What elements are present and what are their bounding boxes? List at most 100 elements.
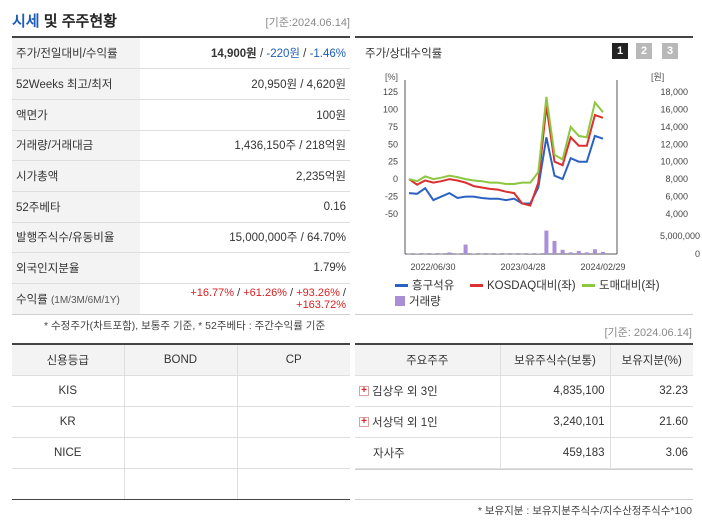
volume-bar [512,253,517,255]
holder-pct: 32.23 [609,375,693,407]
quote-row: 52주베타 0.16 [12,191,350,223]
quote-key: 외국인지분율 [12,252,140,284]
holder-name-cell[interactable]: + 김상우 외 3인 [355,375,500,407]
left-tick-label: 0 [393,174,398,184]
chart-title: 주가/상대수익률 [365,48,443,60]
volume-bar [471,253,476,254]
quote-table: 주가/전일대비/수익률 14,900원 / -220원 / -1.46% 52W… [12,38,350,315]
holder-shares: 459,183 [499,437,610,469]
quote-row: 발행주식수/유동비율 15,000,000주 / 64.70% [12,222,350,254]
expand-plus-icon[interactable]: + [359,386,369,397]
volume-bar [520,253,525,255]
left-tick-label: 50 [388,139,398,149]
quote-row: 52Weeks 최고/최저 20,950원 / 4,620원 [12,68,350,100]
volume-bar [568,252,573,254]
volume-bar [495,253,500,254]
left-divider [12,314,350,315]
volume-bar [544,230,549,254]
returns-key-sub: (1M/3M/6M/1Y) [50,294,120,306]
right-tick-label: 18,000 [660,87,688,97]
volume-bar [584,252,589,254]
volume-bar [455,253,460,255]
quote-value: 1,436,150주 / 218억원 [140,130,350,162]
credit-header: 신용등급 [12,345,124,376]
volume-bar [415,253,420,254]
table-row: NICE [12,437,350,469]
holder-shares: 4,835,100 [499,375,610,407]
right-tick-label: 6,000 [665,192,688,202]
volume-bar [423,253,428,255]
legend-label: 흥구석유 [412,280,455,292]
volume-bar [592,249,597,254]
quote-row: 시가총액 2,235억원 [12,160,350,192]
quote-value: 20,950원 / 4,620원 [140,68,350,100]
base-date-top: [기준:2024.06.14] [265,17,350,29]
volume-bar [560,249,565,254]
table-row: KR [12,406,350,438]
right-tick-label: 16,000 [660,104,688,114]
quote-note: * 수정주가(차트포함), 보통주 기준, * 52주베타 : 주간수익률 기준 [44,320,326,332]
volume-bar [431,253,436,254]
quote-row: 거래량/거래대금 1,436,150주 / 218억원 [12,130,350,162]
holder-bottom-border [355,469,693,470]
credit-rating-table: 신용등급 BOND CP KIS KR NICE [12,345,350,500]
series-line-1 [408,105,604,207]
credit-header: CP [236,345,350,376]
x-tick-label: 2022/06/30 [410,262,455,272]
volume-bar [601,251,605,254]
right-tick-label: 12,000 [660,139,688,149]
returns-key: 수익률 [16,293,48,306]
holder-name-cell[interactable]: + 서상덕 외 1인 [355,406,500,438]
quote-key: 52주베타 [12,191,140,223]
credit-header: BOND [123,345,237,376]
cp-cell [236,375,350,407]
price-value: 14,900원 [211,48,257,61]
expand-plus-icon[interactable]: + [359,417,369,428]
holder-name[interactable]: 김상우 외 3인 [372,385,438,398]
change-value: -220원 [266,48,300,61]
left-tick-label: 25 [388,157,398,167]
volume-bar [504,253,508,255]
left-tick-label: -50 [385,209,398,219]
cp-cell [236,437,350,469]
credit-bottom-border [12,499,350,500]
bond-cell [123,375,237,407]
x-tick-label: 2023/04/28 [500,262,545,272]
legend-swatch [395,283,408,287]
holder-shares: 3,240,101 [499,406,610,438]
volume-bar [528,253,533,254]
left-tick-label: 75 [388,122,398,132]
bond-cell [123,437,237,469]
bond-cell [123,406,237,438]
left-axis-unit: [%] [385,72,398,82]
quote-key: 52Weeks 최고/최저 [12,68,140,100]
chart-page-2-button[interactable]: 2 [636,43,652,59]
return-1m: +16.77% [190,286,235,299]
volume-tick-label: 0 [695,249,700,259]
series-line-0 [408,134,604,205]
holder-footer-border [355,499,693,500]
volume-bar [576,250,581,254]
agency-cell: KR [12,406,124,438]
series-line-2 [408,96,604,185]
chart-page-1-button[interactable]: 1 [612,43,628,59]
price-chart: [%] [원] 125 100 75 50 25 0 -25 -50 18,000 16,000 14,… [383,72,700,272]
volume-tick-label: 5,000,000 [660,231,700,241]
cp-cell [236,406,350,438]
holder-name[interactable]: 서상덕 외 1인 [372,416,438,429]
quote-row-price: 주가/전일대비/수익률 14,900원 / -220원 / -1.46% [12,38,350,70]
quote-row-returns: 수익률 (1M/3M/6M/1Y) +16.77% / +61.26% / +9… [12,283,350,315]
holder-pct: 21.60 [609,406,693,438]
bond-cell [123,468,237,500]
left-tick-label: 100 [383,104,398,114]
legend-swatch [470,283,483,287]
volume-bar [487,253,492,255]
quote-key: 시가총액 [12,160,140,192]
holder-header: 주요주주 [355,345,500,376]
quote-value: 0.16 [140,191,350,223]
chart-page-3-button[interactable]: 3 [662,43,678,59]
volume-bar [439,253,444,255]
right-tick-label: 8,000 [665,174,688,184]
right-tick-label: 4,000 [665,209,688,219]
legend-label: 도매대비(좌) [599,280,660,292]
